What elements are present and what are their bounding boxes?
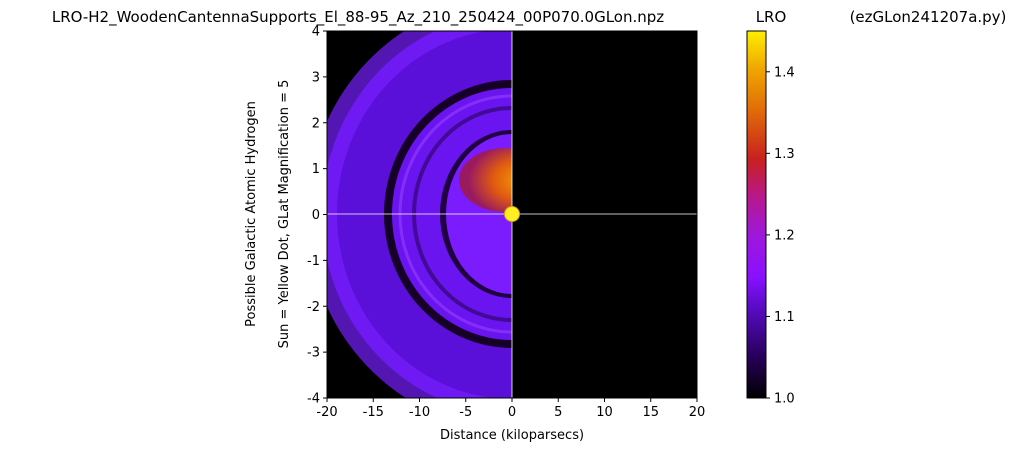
y-tick-label: 3: [312, 70, 320, 85]
y-tick-label: -2: [307, 300, 320, 315]
x-tick-label: 15: [642, 405, 659, 420]
y-tick-label: -1: [307, 254, 320, 269]
x-tick-label: 20: [689, 405, 706, 420]
colorbar-tick-label: 1.0: [774, 392, 795, 407]
x-tick-label: 10: [596, 405, 613, 420]
colorbar-title: LRO: [756, 8, 787, 26]
colorbar-ticks: 1.0 1.1 1.2 1.3 1.4: [766, 65, 795, 407]
sun-dot: [504, 206, 520, 222]
y-tick-label: 2: [312, 116, 320, 131]
x-axis-ticks: -20 -15 -10 -5 0 5 10 15 20: [316, 398, 705, 420]
core-region: [459, 148, 512, 212]
y-tick-label: -3: [307, 346, 320, 361]
y-axis-label-line2: Sun = Yellow Dot, GLat Magnification = 5: [277, 80, 292, 349]
heatmap-plot: [326, 30, 698, 399]
colorbar-bar: [746, 30, 767, 399]
x-tick-label: -15: [363, 405, 384, 420]
chart-title: LRO-H2_WoodenCantennaSupports_El_88-95_A…: [52, 8, 664, 27]
y-tick-label: 4: [312, 25, 320, 40]
x-tick-label: -10: [409, 405, 430, 420]
x-tick-label: 5: [554, 405, 562, 420]
y-tick-label: 0: [312, 208, 320, 223]
y-tick-label: -4: [307, 392, 320, 407]
x-tick-label: -20: [316, 405, 337, 420]
left-half-emission: [327, 31, 512, 398]
x-axis-label: Distance (kiloparsecs): [440, 428, 584, 443]
y-axis-ticks: -4 -3 -2 -1 0 1 2 3 4: [307, 25, 327, 407]
colorbar-tick-label: 1.1: [774, 310, 795, 325]
y-tick-label: 1: [312, 162, 320, 177]
y-axis-label-line1: Possible Galactic Atomic Hydrogen: [244, 101, 259, 327]
x-tick-label: -5: [459, 405, 472, 420]
script-name-title: (ezGLon241207a.py): [850, 8, 1007, 26]
colorbar-tick-label: 1.4: [774, 65, 795, 80]
heatmap-image: [327, 31, 512, 398]
colorbar: 1.0 1.1 1.2 1.3 1.4: [746, 30, 795, 407]
x-tick-label: 0: [508, 405, 516, 420]
colorbar-tick-label: 1.3: [774, 147, 795, 162]
colorbar-tick-label: 1.2: [774, 228, 795, 243]
